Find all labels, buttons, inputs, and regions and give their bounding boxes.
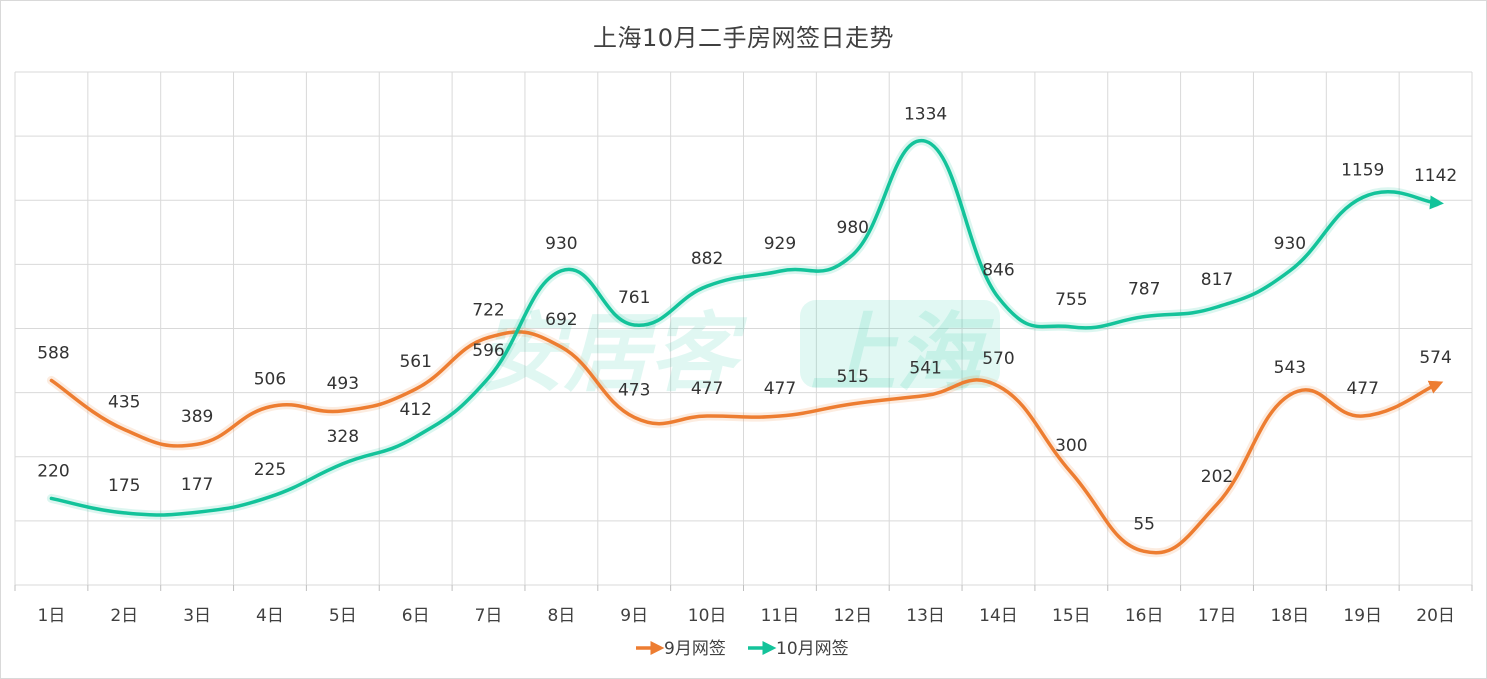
legend-item: 9月网签 (636, 639, 726, 659)
data-label: 1142 (1414, 166, 1457, 186)
data-label: 1159 (1341, 160, 1384, 180)
data-label: 175 (108, 476, 140, 496)
data-label: 980 (837, 218, 869, 238)
data-label: 225 (254, 460, 286, 480)
data-label: 202 (1201, 467, 1233, 487)
series-lines (46, 136, 1444, 558)
data-label: 722 (472, 300, 504, 320)
data-labels: 588 435 389 506 493 561 722 692 473 477 477 515 541 5… (37, 104, 1457, 534)
x-tick-label: 5日 (329, 606, 357, 626)
data-label: 515 (837, 367, 869, 387)
data-label: 846 (982, 261, 1014, 281)
data-label: 55 (1133, 514, 1155, 534)
data-label: 220 (37, 461, 69, 481)
data-label: 541 (909, 359, 941, 379)
data-label: 477 (1346, 379, 1378, 399)
grid (14, 71, 1473, 591)
data-label: 817 (1201, 270, 1233, 290)
data-label: 300 (1055, 436, 1087, 456)
chart-title: 上海10月二手房网签日走势 (592, 24, 895, 52)
data-label: 561 (399, 352, 431, 372)
x-tick-label: 10日 (688, 606, 727, 626)
x-tick-label: 20日 (1416, 606, 1455, 626)
data-label: 787 (1128, 280, 1160, 300)
data-label: 761 (618, 288, 650, 308)
legend-label: 9月网签 (664, 639, 726, 659)
data-label: 473 (618, 380, 650, 400)
data-label: 435 (108, 392, 140, 412)
x-tick-label: 13日 (906, 606, 945, 626)
data-label: 929 (764, 234, 796, 254)
data-label: 412 (399, 400, 431, 420)
x-tick-label: 14日 (979, 606, 1018, 626)
data-label: 493 (327, 374, 359, 394)
x-tick-label: 1日 (38, 606, 66, 626)
data-label: 477 (764, 379, 796, 399)
x-tick-label: 9日 (620, 606, 648, 626)
x-tick-label: 15日 (1052, 606, 1091, 626)
data-label: 389 (181, 407, 213, 427)
x-tick-label: 7日 (475, 606, 503, 626)
data-label: 930 (1274, 234, 1306, 254)
data-label: 477 (691, 379, 723, 399)
watermark: 安居客 上海 (478, 300, 1000, 404)
legend-item: 10月网签 (748, 639, 849, 659)
x-tick-label: 16日 (1125, 606, 1164, 626)
series-line (49, 139, 1444, 517)
watermark-badge (800, 300, 1000, 388)
data-label: 543 (1274, 358, 1306, 378)
data-label: 574 (1419, 348, 1451, 368)
x-tick-label: 19日 (1343, 606, 1382, 626)
x-tick-label: 12日 (833, 606, 872, 626)
data-label: 1334 (904, 104, 947, 124)
data-label: 755 (1055, 290, 1087, 310)
x-tick-label: 6日 (402, 606, 430, 626)
data-label: 596 (472, 341, 504, 361)
x-tick-label: 2日 (110, 606, 138, 626)
data-label: 930 (545, 234, 577, 254)
data-label: 588 (37, 343, 69, 363)
data-label: 882 (691, 249, 723, 269)
x-tick-label: 4日 (256, 606, 284, 626)
x-tick-label: 18日 (1271, 606, 1310, 626)
legend: 9月网签 10月网签 (636, 639, 849, 659)
x-tick-label: 3日 (183, 606, 211, 626)
data-label: 570 (982, 349, 1014, 369)
data-label: 692 (545, 310, 577, 330)
x-tick-label: 17日 (1198, 606, 1237, 626)
data-label: 177 (181, 475, 213, 495)
series-line (49, 330, 1444, 555)
watermark-text-2: 上海 (810, 304, 995, 404)
x-tick-label: 8日 (547, 606, 575, 626)
x-axis-ticks: 1日 2日 3日 4日 5日 6日 7日 8日 9日 10日 11日 12日 13日 14日 15日 16日 1… (38, 606, 1455, 626)
x-tick-label: 11日 (761, 606, 800, 626)
data-label: 328 (327, 427, 359, 447)
legend-label: 10月网签 (776, 639, 849, 659)
data-label: 506 (254, 370, 286, 390)
